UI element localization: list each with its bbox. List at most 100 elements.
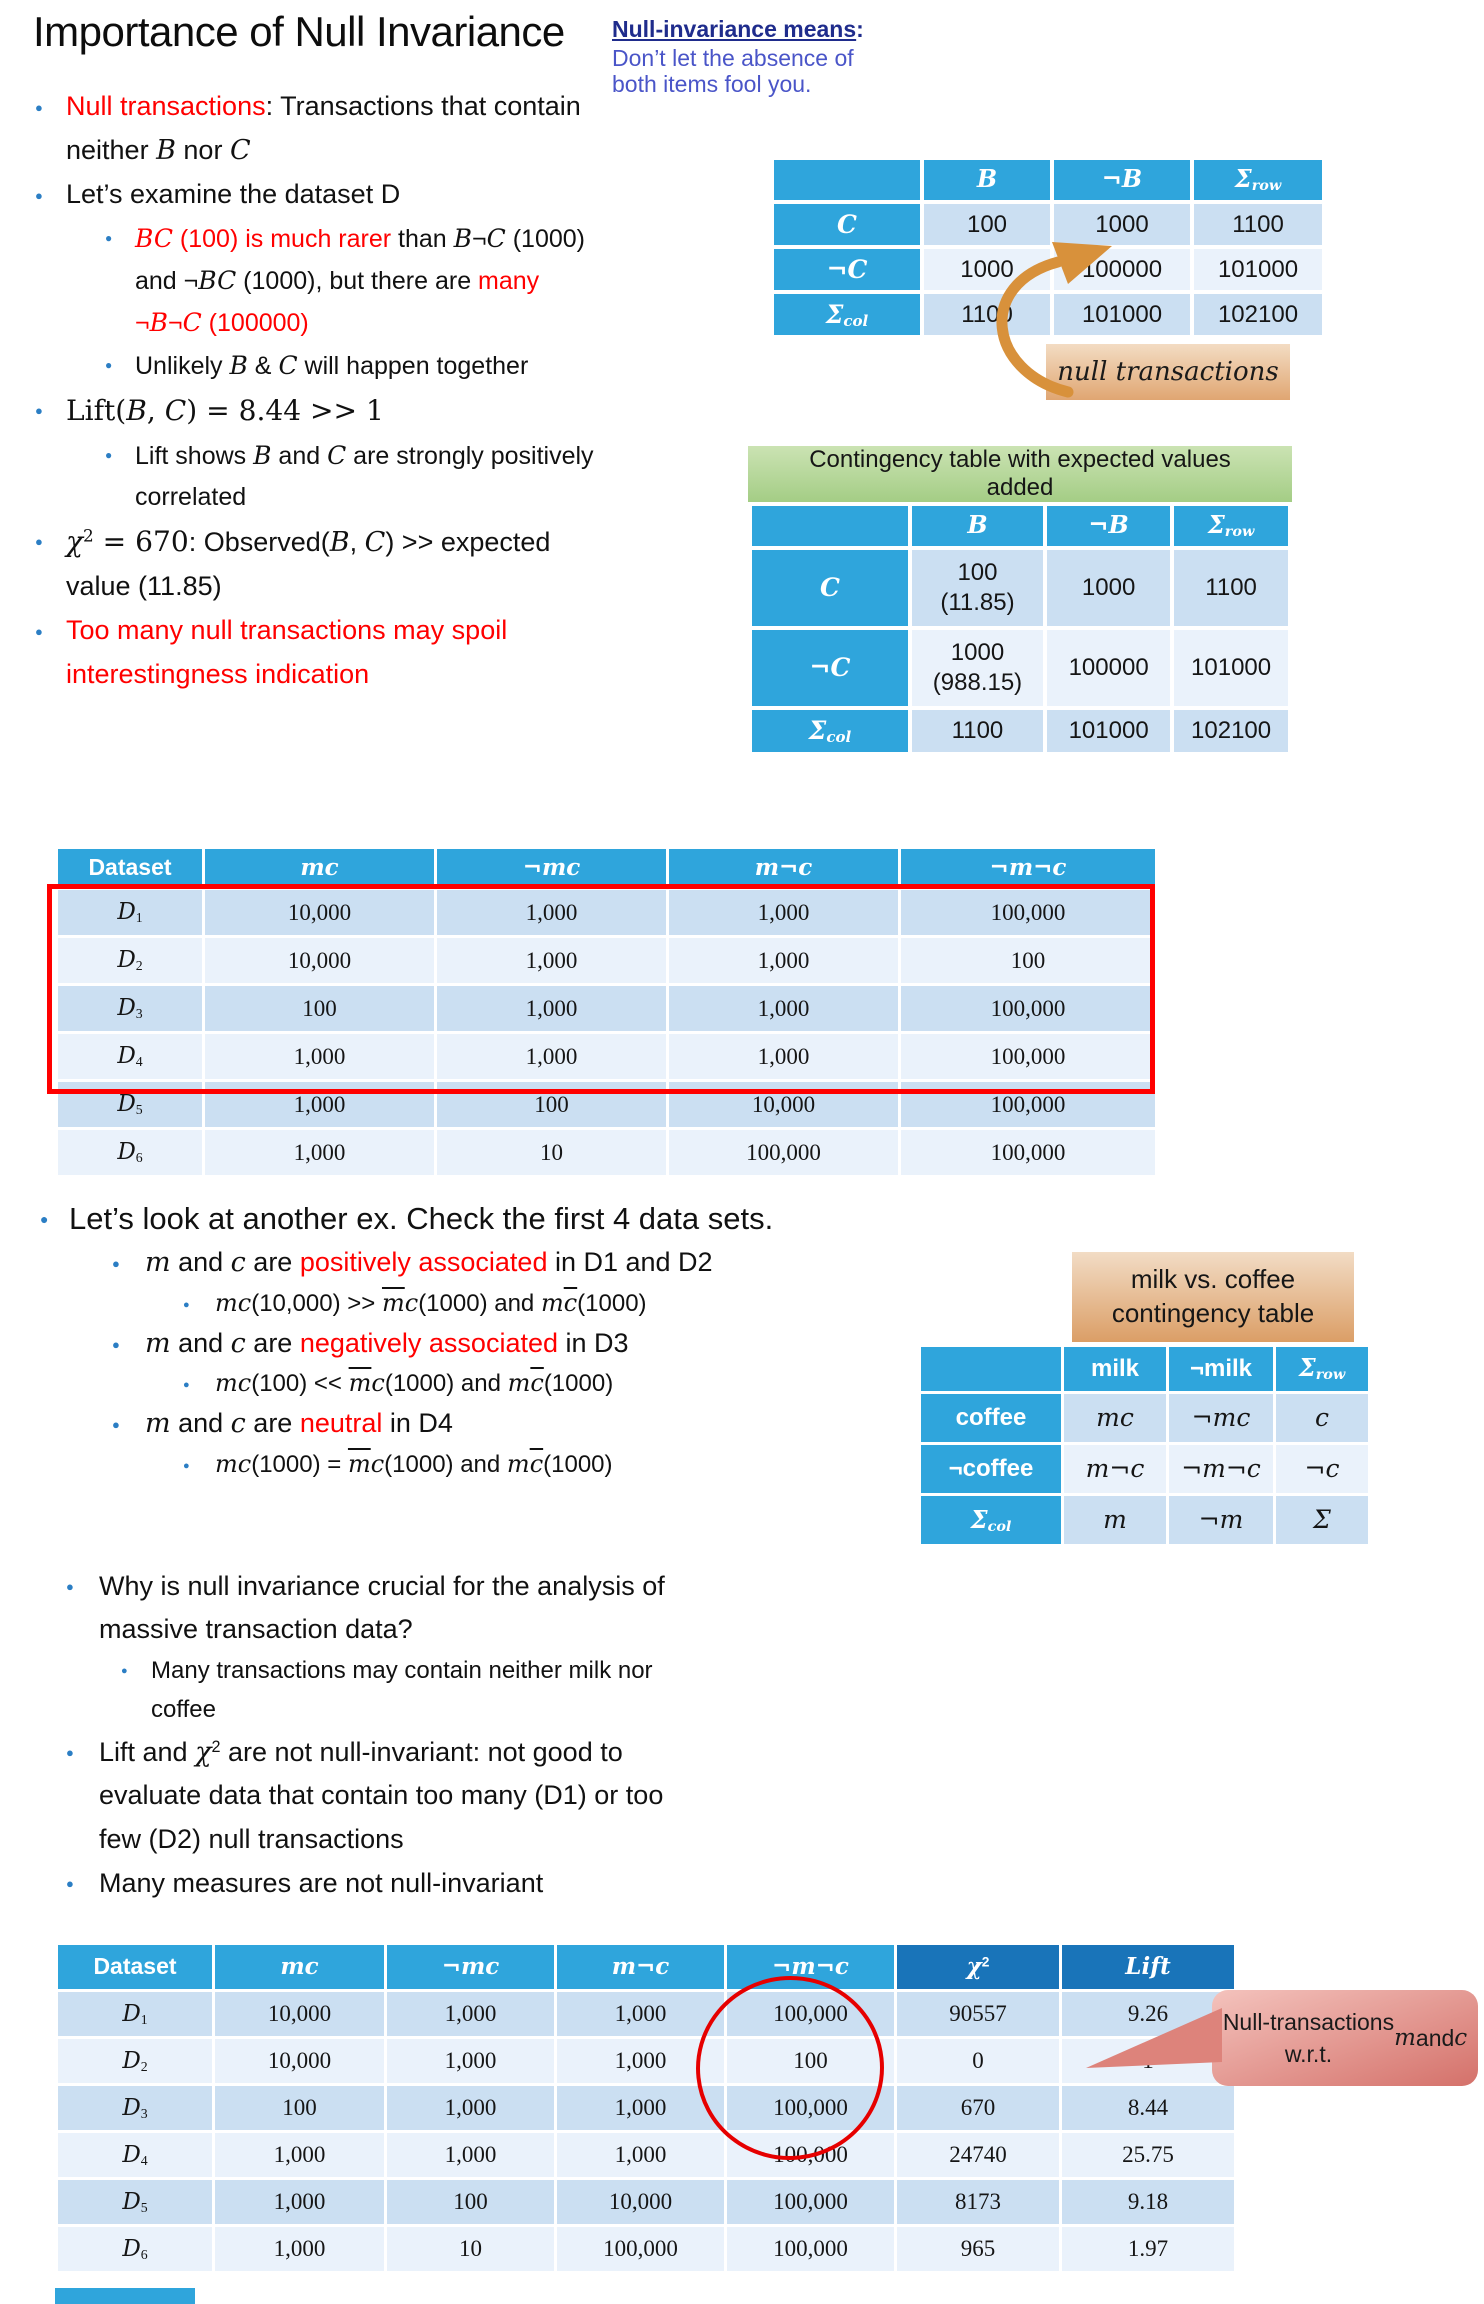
bullet-text: χ2 = 670: Observed(B, C) >> expected valu…: [66, 524, 551, 601]
column-header: m¬c: [557, 1945, 724, 1989]
note-body: Don’t let the absence of both items fool …: [612, 45, 854, 98]
bullet-item: Many transactions may contain neither mi…: [121, 1652, 1026, 1730]
cutoff-table-edge: [55, 2288, 195, 2304]
table-cell: 100,000: [727, 2227, 894, 2271]
row-label: C: [774, 204, 920, 245]
table-cell: 1,000: [215, 2227, 384, 2271]
bullet-text: mc(100) << mc(1000) and mc(1000): [215, 1369, 614, 1398]
table-cell: 10: [387, 2227, 554, 2271]
bullet-icon: [35, 519, 66, 552]
table-cell: 1100: [924, 294, 1050, 335]
table-cell: c: [1276, 1394, 1368, 1442]
null-transactions-wrt-callout: Null-transactions w.r.t. m and c: [1212, 1990, 1478, 2086]
bullet-item: m and c are positively associated in D1 …: [112, 1242, 1050, 1284]
table-cell: 1000 (988.15): [911, 630, 1044, 706]
table-cell: 8.44: [1062, 2086, 1234, 2130]
bullet-item: m and c are neutral in D4: [112, 1403, 1050, 1445]
table-cell: 100000: [1054, 249, 1190, 290]
column-header: milk: [1064, 1347, 1166, 1391]
table-cell: Σ: [1276, 1496, 1368, 1544]
table-cell: D1: [58, 890, 202, 935]
table-cell: 100,000: [669, 1130, 898, 1175]
bullet-text: Lift(B, C) = 8.44 >> 1: [66, 394, 384, 428]
table-cell: 100: [901, 938, 1155, 983]
table-cell: 100: [205, 986, 434, 1031]
row-label: Σcol: [921, 1496, 1061, 1544]
table-cell: ¬m¬c: [1169, 1445, 1273, 1493]
table-cell: 100: [387, 2180, 554, 2224]
expected-contingency-table: B ¬B Σrow C 100 (11.85) 1000 1100 ¬C 1000 (988.15)…: [748, 502, 1292, 756]
milk-coffee-contingency-table: milk ¬milk Σrow coffee mc ¬mc c ¬coffee m¬c ¬m¬c ¬…: [918, 1344, 1371, 1547]
table-cell: 1,000: [557, 2086, 724, 2130]
table-cell: ¬m: [1169, 1496, 1273, 1544]
column-header: ¬m¬c: [727, 1945, 894, 1989]
bullet-item: Let’s examine the dataset D: [35, 173, 780, 217]
table-cell: 1,000: [387, 2039, 554, 2083]
table-cell: D2: [58, 2039, 212, 2083]
bullet-icon: [35, 85, 66, 118]
column-header: Σrow: [1174, 506, 1288, 546]
row-label: Σcol: [774, 294, 920, 335]
table-cell: 100,000: [727, 2086, 894, 2130]
table-cell: 1100: [1174, 550, 1288, 626]
note-heading: Null-invariance means:: [612, 16, 864, 42]
table-cell: ¬mc: [1169, 1394, 1273, 1442]
table-cell: 1: [1062, 2039, 1234, 2083]
bullet-text: Let’s examine the dataset D: [66, 179, 401, 210]
bullet-item: Lift shows B and C are strongly positive…: [105, 435, 780, 518]
column-header: ¬mc: [387, 1945, 554, 1989]
column-header: B: [924, 160, 1050, 200]
bullet-text: m and c are neutral in D4: [145, 1408, 453, 1440]
bullet-item: Unlikely B & C will happen together: [105, 345, 780, 387]
expected-values-table-block: Contingency table with expected values ad…: [748, 446, 1292, 756]
table-cell: 965: [897, 2227, 1059, 2271]
table-cell: D2: [58, 938, 202, 983]
table-cell: 1,000: [437, 890, 666, 935]
table-cell: 101000: [1054, 294, 1190, 335]
column-header: B: [911, 506, 1044, 546]
table-cell: 101000: [1047, 710, 1171, 752]
bullet-icon: [121, 1652, 151, 1681]
table-cell: 10,000: [215, 1992, 384, 2036]
table-cell: 100,000: [557, 2227, 724, 2271]
bullet-text: Unlikely B & C will happen together: [135, 351, 529, 381]
table-cell: D3: [58, 2086, 212, 2130]
bullet-text: Many measures are not null-invariant: [99, 1867, 544, 1898]
table-cell: D4: [58, 2133, 212, 2177]
row-label: ¬C: [752, 630, 908, 706]
row-label: ¬C: [774, 249, 920, 290]
bullet-item: BC (100) is much rarer than B¬C (1000)an…: [105, 218, 780, 344]
bullet-icon: [183, 1446, 215, 1475]
bullet-item: Let’s look at another ex. Check the firs…: [40, 1197, 1050, 1241]
bullet-icon: [105, 345, 135, 376]
bullet-icon: [35, 609, 66, 642]
milk-coffee-table-title: milk vs. coffee contingency table: [1072, 1252, 1354, 1342]
bullet-text: BC (100) is much rarer than B¬C (1000) an…: [135, 224, 585, 338]
bullet-icon: [105, 218, 135, 249]
page-title: Importance of Null Invariance: [33, 8, 565, 55]
bullet-item: Null transactions: Transactions that con…: [35, 85, 780, 172]
table-cell: 9.26: [1062, 1992, 1234, 2036]
table-cell: 1,000: [387, 1992, 554, 2036]
table-cell: 1,000: [205, 1034, 434, 1079]
table-cell: 10: [437, 1130, 666, 1175]
bullet-icon: [35, 173, 66, 206]
bullet-item: m and c are negatively associated in D3: [112, 1323, 1050, 1365]
table-cell: 10,000: [557, 2180, 724, 2224]
table-cell: 10,000: [205, 938, 434, 983]
table-cell: 1,000: [557, 2039, 724, 2083]
table-cell: 1,000: [215, 2180, 384, 2224]
table-cell: D5: [58, 2180, 212, 2224]
column-header: χ2: [897, 1945, 1059, 1989]
bullet-icon: [105, 435, 135, 466]
column-header: Dataset: [58, 1945, 212, 1989]
red-highlight-box: [47, 884, 1155, 1094]
column-header: [752, 506, 908, 546]
table-cell: D1: [58, 1992, 212, 2036]
bullet-icon: [112, 1403, 145, 1435]
table-cell: 1,000: [387, 2086, 554, 2130]
column-header: ¬mc: [437, 849, 666, 887]
bullet-icon: [35, 388, 66, 421]
bullet-icon: [112, 1242, 145, 1274]
table-cell: 1000: [1047, 550, 1171, 626]
